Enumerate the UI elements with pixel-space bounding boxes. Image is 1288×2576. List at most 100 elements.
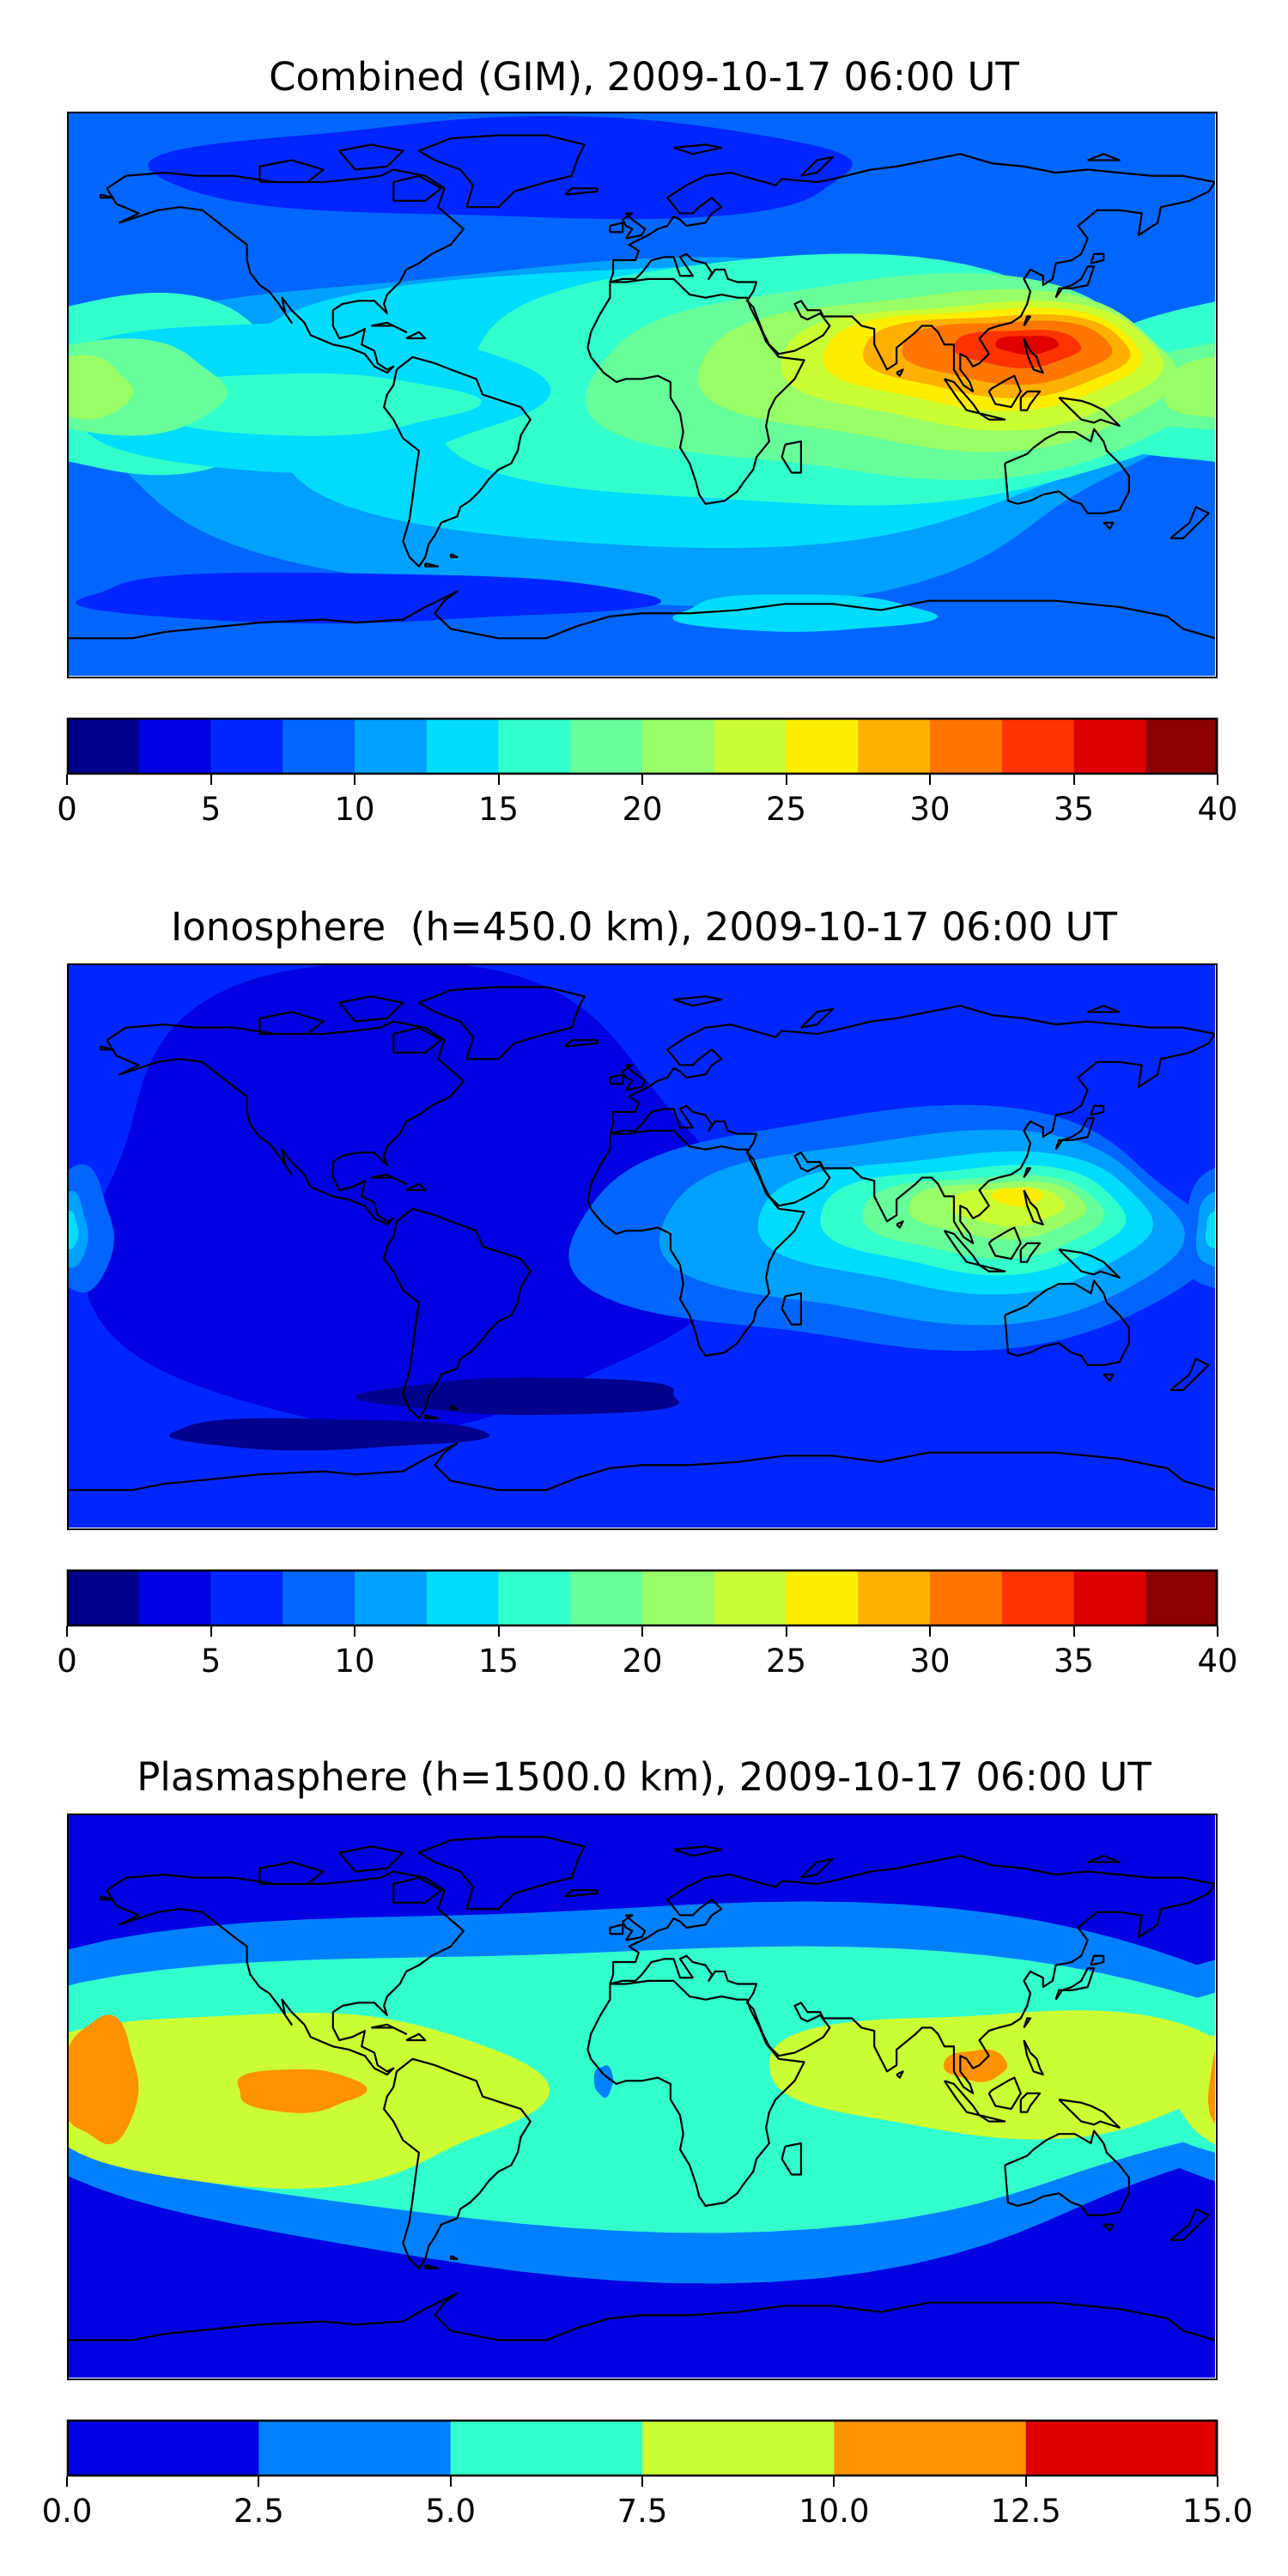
coastline bbox=[107, 170, 464, 374]
colorbar-segment bbox=[786, 718, 859, 775]
tick-label: 10 bbox=[334, 1643, 375, 1680]
coastline bbox=[384, 2059, 531, 2269]
tick-mark bbox=[66, 775, 68, 785]
coastline bbox=[782, 441, 801, 472]
coastline bbox=[674, 1846, 722, 1856]
coastline bbox=[1024, 317, 1030, 326]
tick-label: 15 bbox=[477, 1643, 519, 1680]
colorbar-segment bbox=[834, 2420, 1027, 2476]
coastline bbox=[393, 1028, 441, 1053]
coastline bbox=[384, 357, 531, 567]
colorbar-segment bbox=[1073, 1570, 1146, 1626]
coastline bbox=[406, 2034, 425, 2040]
coastline bbox=[393, 176, 441, 201]
tick-mark bbox=[1217, 2476, 1218, 2487]
coastline bbox=[989, 376, 1021, 407]
coastline bbox=[339, 1846, 403, 1871]
contour-region-level-5 bbox=[672, 594, 939, 632]
tick-mark bbox=[1072, 775, 1075, 785]
coastline bbox=[896, 2071, 902, 2077]
tick-label: 5.0 bbox=[425, 2493, 477, 2530]
tick-mark bbox=[497, 775, 500, 785]
tec-map-ionosphere bbox=[67, 963, 1218, 1530]
coastline bbox=[451, 554, 457, 557]
coastline bbox=[896, 1221, 902, 1227]
tick-label: 40 bbox=[1197, 791, 1238, 828]
colorbar-ticks-combined: 0 5 10 15 20 25 30 35 40 bbox=[57, 775, 1238, 828]
coastline bbox=[610, 1856, 1215, 2093]
coastline bbox=[1024, 1169, 1030, 1178]
tick-mark bbox=[785, 1626, 787, 1637]
coastline bbox=[1170, 507, 1209, 538]
chart-title-ionosphere: Ionosphere (h=450.0 km), 2009-10-17 06:0… bbox=[170, 904, 1118, 950]
tick-label: 30 bbox=[909, 791, 951, 828]
coastline bbox=[1091, 1106, 1103, 1115]
tick-mark bbox=[1217, 1626, 1218, 1637]
coastline bbox=[1091, 254, 1103, 264]
contour-region-level-5 bbox=[1205, 1211, 1215, 1249]
colorbar-segment bbox=[642, 718, 715, 775]
chart-title-plasmasphere: Plasmasphere (h=1500.0 km), 2009-10-17 0… bbox=[137, 1754, 1151, 1800]
coastline bbox=[989, 1228, 1021, 1259]
coastline bbox=[623, 1915, 645, 1940]
coastline bbox=[801, 1859, 833, 1878]
tick-mark bbox=[929, 1626, 931, 1637]
colorbar-segment bbox=[642, 1570, 715, 1626]
colorbar-segment bbox=[67, 718, 140, 775]
colorbar-ticks-plasmasphere: 0.0 2.5 5.0 7.5 10.0 12.5 15.0 bbox=[42, 2476, 1253, 2530]
contour-region-level-4 bbox=[1195, 1191, 1215, 1267]
coastline bbox=[260, 1012, 324, 1034]
tick-label: 15 bbox=[477, 791, 519, 828]
colorbar-frame bbox=[66, 717, 1218, 775]
colorbar-segment bbox=[570, 718, 643, 775]
coastline bbox=[1091, 1956, 1103, 1965]
tick-label: 2.5 bbox=[233, 2493, 284, 2530]
colorbar-segment bbox=[426, 1570, 499, 1626]
tick-mark bbox=[449, 2476, 452, 2487]
contour-region-level-1 bbox=[593, 2065, 614, 2098]
coastline bbox=[260, 161, 324, 182]
coastline bbox=[339, 144, 403, 169]
coastline bbox=[610, 1924, 623, 1934]
colorbar-frame bbox=[66, 2419, 1218, 2477]
contour-region-level-2 bbox=[76, 572, 662, 624]
tick-mark bbox=[929, 775, 931, 785]
colorbar-segment bbox=[1145, 1570, 1218, 1626]
contour-region-level-8 bbox=[1164, 355, 1215, 418]
coastline bbox=[451, 1406, 457, 1409]
coastline bbox=[1056, 1968, 1095, 1999]
tick-mark bbox=[354, 1626, 355, 1637]
colorbar-combined bbox=[66, 717, 1218, 775]
colorbar-segment bbox=[1025, 2420, 1218, 2476]
coastline bbox=[587, 279, 804, 504]
colorbar-segment bbox=[355, 1570, 428, 1626]
coastline bbox=[371, 323, 406, 332]
colorbar-segment bbox=[426, 718, 499, 775]
coastline bbox=[1024, 2019, 1030, 2028]
tick-mark bbox=[1072, 1626, 1075, 1637]
coastline bbox=[1059, 2099, 1119, 2128]
coastline bbox=[801, 1009, 833, 1028]
tick-label: 25 bbox=[765, 1643, 807, 1680]
coastline bbox=[107, 1872, 464, 2075]
colorbar-segment bbox=[1145, 718, 1218, 775]
colorbar-ionosphere bbox=[66, 1569, 1218, 1627]
tick-label: 35 bbox=[1053, 1643, 1095, 1680]
contour-region-level-6 bbox=[155, 373, 482, 436]
contour-region-level-4 bbox=[69, 2014, 139, 2145]
coastline bbox=[100, 195, 113, 198]
coastline bbox=[566, 188, 598, 194]
coastline bbox=[100, 1897, 113, 1900]
tick-label: 15.0 bbox=[1182, 2493, 1254, 2530]
tick-mark bbox=[210, 775, 212, 785]
tick-label: 20 bbox=[622, 1643, 663, 1680]
coastline bbox=[1103, 2225, 1113, 2231]
coastline bbox=[1021, 2093, 1040, 2112]
chart-title-combined: Combined (GIM), 2009-10-17 06:00 UT bbox=[269, 54, 1019, 100]
tick-mark bbox=[66, 2476, 68, 2487]
tick-mark bbox=[833, 2476, 835, 2487]
coastline bbox=[1005, 429, 1129, 513]
tick-label: 10.0 bbox=[799, 2493, 870, 2530]
colorbar-segment bbox=[498, 1570, 571, 1626]
tick-mark bbox=[497, 1626, 500, 1637]
